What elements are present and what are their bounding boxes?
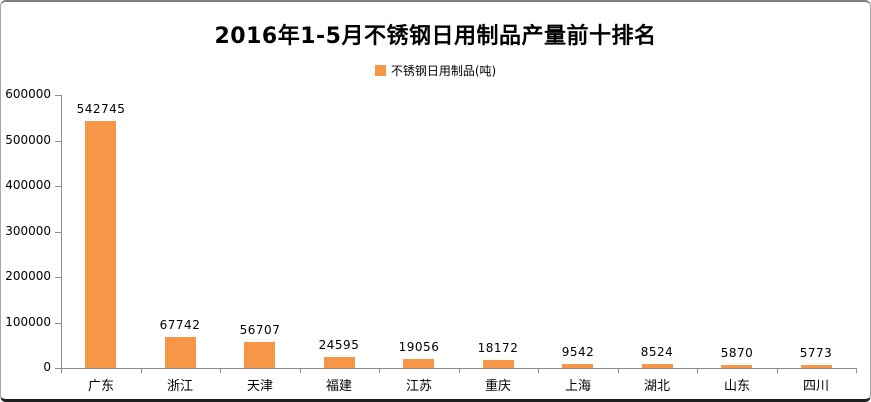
bar-value-label: 8524 <box>640 345 674 359</box>
bar <box>483 360 514 368</box>
bar <box>562 364 593 368</box>
chart-title: 2016年1-5月不锈钢日用制品产量前十排名 <box>214 24 657 49</box>
legend-label: 不锈钢日用制品(吨) <box>390 64 497 78</box>
bar-value-label: 9542 <box>561 345 595 359</box>
x-category-label: 四川 <box>802 379 829 394</box>
y-tick-mark <box>55 186 61 187</box>
bar <box>403 359 434 368</box>
bar-value-label: 18172 <box>477 341 519 355</box>
y-tick-mark <box>55 95 61 96</box>
x-tick-mark <box>856 368 857 373</box>
x-category-label: 湖北 <box>643 379 670 394</box>
bar <box>85 121 116 368</box>
x-tick-mark <box>777 368 778 373</box>
y-tick-mark <box>55 368 61 369</box>
bar-value-label: 19056 <box>398 340 440 354</box>
x-category-label: 上海 <box>564 379 591 394</box>
x-category-label: 福建 <box>325 379 352 394</box>
x-tick-mark <box>538 368 539 373</box>
x-category-label: 山东 <box>723 379 750 394</box>
y-tick-mark <box>55 232 61 233</box>
x-category-label: 天津 <box>246 379 273 394</box>
bar-value-label: 5773 <box>799 346 833 360</box>
bar <box>801 365 832 368</box>
x-category-label: 江苏 <box>405 379 432 394</box>
x-tick-mark <box>300 368 301 373</box>
bar-value-label: 5870 <box>720 346 754 360</box>
bar <box>642 364 673 368</box>
x-tick-mark <box>220 368 221 373</box>
bar <box>165 337 196 368</box>
bar <box>721 365 752 368</box>
bar-value-label: 542745 <box>76 102 126 116</box>
x-tick-mark <box>618 368 619 373</box>
x-tick-mark <box>141 368 142 373</box>
y-tick-mark <box>55 141 61 142</box>
y-tick-mark <box>55 323 61 324</box>
y-tick-label: 500000 <box>5 133 51 147</box>
y-axis-line <box>61 95 62 368</box>
x-category-label: 重庆 <box>484 379 511 394</box>
x-tick-mark <box>697 368 698 373</box>
y-tick-label: 400000 <box>5 178 51 192</box>
bar <box>244 342 275 368</box>
bar-value-label: 24595 <box>318 338 360 352</box>
bar-value-label: 56707 <box>239 323 281 337</box>
x-tick-mark <box>61 368 62 373</box>
x-category-label: 浙江 <box>166 379 193 394</box>
y-tick-label: 200000 <box>5 269 51 283</box>
legend-swatch-icon <box>374 65 386 76</box>
y-tick-label: 300000 <box>5 224 51 238</box>
x-tick-mark <box>459 368 460 373</box>
bar <box>324 357 355 368</box>
y-tick-label: 0 <box>43 360 51 374</box>
x-tick-mark <box>379 368 380 373</box>
y-tick-label: 600000 <box>5 87 51 101</box>
x-category-label: 广东 <box>87 379 114 394</box>
legend: 不锈钢日用制品(吨) <box>1 62 870 79</box>
y-tick-label: 100000 <box>5 315 51 329</box>
bar-value-label: 67742 <box>159 318 201 332</box>
y-tick-mark <box>55 277 61 278</box>
